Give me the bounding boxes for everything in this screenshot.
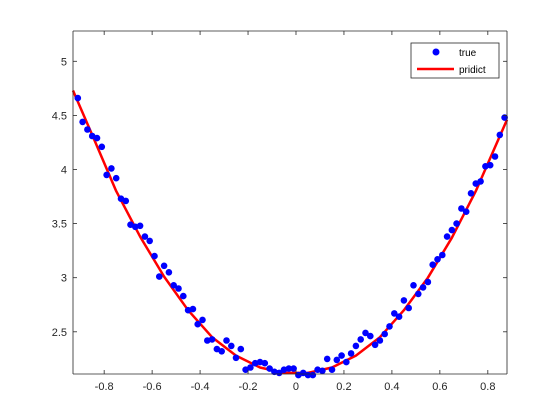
data-point <box>170 282 177 289</box>
data-point <box>160 262 168 270</box>
data-point <box>84 126 91 133</box>
data-point <box>266 365 273 372</box>
data-point <box>352 342 360 350</box>
data-point <box>410 282 417 289</box>
data-point <box>228 342 235 350</box>
data-point <box>376 337 384 344</box>
data-point <box>175 285 182 292</box>
data-point <box>141 233 149 240</box>
data-point <box>405 304 413 312</box>
data-point <box>151 252 158 260</box>
data-point <box>338 352 345 359</box>
x-tick-label: -0.6 <box>143 381 162 393</box>
data-point <box>319 367 326 375</box>
data-point <box>98 143 106 151</box>
data-point <box>381 330 389 338</box>
legend-label-pridict: pridict <box>459 65 486 76</box>
data-point <box>429 261 437 269</box>
data-point <box>501 114 508 121</box>
data-point <box>400 297 408 304</box>
data-point <box>199 316 206 324</box>
x-tick-label: -0.8 <box>95 381 114 393</box>
y-tick-label: 4.5 <box>52 110 67 122</box>
x-tick-label: 0.4 <box>384 381 399 393</box>
data-point <box>458 205 465 212</box>
data-point <box>165 269 173 276</box>
x-tick-label: -0.2 <box>239 381 258 393</box>
true-markers-layer <box>74 94 508 379</box>
data-point <box>443 233 451 240</box>
data-point <box>462 208 470 215</box>
y-tick-label: 2.5 <box>52 327 67 339</box>
data-point <box>477 178 484 185</box>
data-point <box>208 336 216 343</box>
y-axis-ticks: 2.5 3 3.5 4 4.5 5 <box>52 56 507 339</box>
data-point <box>362 329 369 337</box>
data-point <box>194 320 201 328</box>
data-point <box>285 365 293 372</box>
data-point <box>290 365 297 372</box>
y-tick-label: 3.5 <box>52 219 67 231</box>
plot-background <box>73 31 507 374</box>
data-point <box>156 273 163 280</box>
data-point <box>357 336 365 343</box>
legend-label-true: true <box>459 48 477 59</box>
data-point <box>232 354 240 362</box>
data-point <box>323 355 331 363</box>
y-tick-label: 5 <box>61 56 67 68</box>
data-point <box>347 350 355 357</box>
data-point <box>122 197 130 205</box>
legend-box <box>410 42 500 79</box>
data-point <box>146 237 153 245</box>
x-tick-label: 0 <box>293 381 299 393</box>
x-tick-label: 0.6 <box>432 381 447 393</box>
data-point <box>247 364 254 371</box>
data-point <box>223 337 230 344</box>
data-point <box>261 359 269 367</box>
data-point <box>434 255 441 263</box>
data-point <box>439 251 446 259</box>
data-point <box>453 220 460 227</box>
data-point <box>74 94 82 102</box>
data-point <box>391 310 398 317</box>
data-point <box>275 369 283 377</box>
data-point <box>486 161 494 169</box>
data-point <box>304 371 312 379</box>
data-point <box>367 332 374 340</box>
data-point <box>491 153 499 160</box>
data-point <box>467 190 475 197</box>
data-point <box>328 366 336 374</box>
data-point <box>343 358 350 366</box>
data-point <box>309 371 317 379</box>
data-point <box>112 174 120 182</box>
x-tick-label: 0.8 <box>480 381 495 393</box>
data-point <box>93 134 101 142</box>
data-point <box>415 290 422 298</box>
data-point <box>448 226 456 234</box>
data-point <box>218 348 225 355</box>
y-tick-label: 4 <box>61 164 67 176</box>
data-point <box>386 323 393 330</box>
x-axis-ticks: -0.8 -0.6 -0.4 -0.2 0 0.2 0.4 0.6 0.8 <box>95 31 495 393</box>
data-point <box>333 356 341 364</box>
data-point <box>419 284 427 291</box>
x-tick-label: 0.2 <box>336 381 351 393</box>
y-tick-label: 3 <box>61 273 67 285</box>
data-point <box>395 313 403 321</box>
data-point <box>424 278 432 286</box>
data-point <box>103 171 110 179</box>
data-point <box>108 165 115 172</box>
data-point <box>189 305 197 313</box>
data-point <box>79 118 86 126</box>
data-point <box>136 222 144 230</box>
axes <box>72 30 508 375</box>
legend: true pridict <box>410 42 500 79</box>
data-point <box>180 292 187 300</box>
legend-marker-true <box>432 48 440 56</box>
x-tick-label: -0.4 <box>191 381 210 393</box>
data-point <box>496 131 504 139</box>
data-point <box>237 345 245 353</box>
data-point <box>371 341 379 349</box>
